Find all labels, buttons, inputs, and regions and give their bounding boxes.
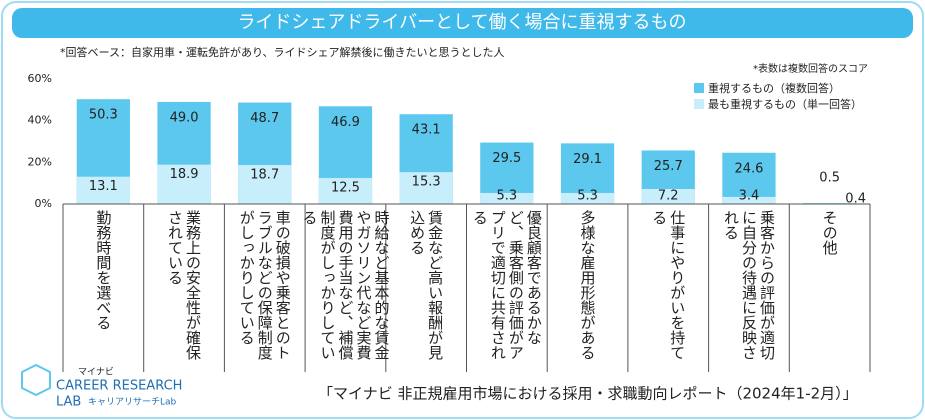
logo-line1: CAREER RESEARCH <box>56 379 182 394</box>
value-label: 0.4 <box>845 192 866 207</box>
x-tick-label: 勤務時間を選べる <box>94 210 113 330</box>
value-label: 15.3 <box>412 175 441 190</box>
y-tick-label: 40% <box>28 114 52 127</box>
bar <box>722 152 776 204</box>
logo-line2: LAB <box>56 395 81 410</box>
value-label: 25.7 <box>654 159 683 174</box>
bar <box>722 196 776 204</box>
value-label: 18.7 <box>250 168 279 183</box>
value-label: 13.1 <box>89 179 118 194</box>
category-cell: 賃金など高い報酬が見込める <box>386 210 467 370</box>
value-label: 50.3 <box>89 108 118 123</box>
legend-swatch <box>694 83 704 93</box>
y-tick-label: 60% <box>28 72 52 85</box>
legend-label: 最も重視するもの（単一回答） <box>708 97 862 111</box>
chart-title: ライドシェアドライバーとして働く場合に重視するもの <box>237 12 686 33</box>
value-label: 18.9 <box>170 167 199 182</box>
value-label: 29.1 <box>573 152 602 167</box>
x-tick-label: 乗客からの評価が適切に自分の待遇に反映される <box>721 210 776 360</box>
bar <box>560 192 615 204</box>
x-tick-label: 時給など基本的な賃金やガソリン代など実費費用の手当など、補償制度がしっかりしてい… <box>300 210 391 360</box>
category-cell: 勤務時間を選べる <box>63 210 144 370</box>
value-label: 24.6 <box>734 161 763 176</box>
logo: マイナビ CAREER RESEARCH LAB キャリアリサーチLab <box>21 363 182 410</box>
x-tick-label: 賃金など高い報酬が見込める <box>408 210 445 360</box>
legend-label: 重視するもの（複数回答） <box>708 81 840 95</box>
x-tick-label: 仕事にやりがいを持てる <box>650 210 687 360</box>
value-label: 43.1 <box>412 123 441 138</box>
subtitle: *回答ベース：自家用車・運転免許があり、ライドシェア解禁後に働きたいと思うとした… <box>60 45 505 59</box>
category-cell: 車の破損や乗客とのトラブルなどの保障制度がしっかりしている <box>224 210 305 370</box>
x-tick-label: 車の破損や乗客とのトラブルなどの保障制度がしっかりしている <box>237 210 292 360</box>
bar <box>480 192 534 204</box>
bar <box>238 165 292 204</box>
bar <box>157 164 211 204</box>
x-tick-label: 優良顧客であるかなど、乗客側の評価がアプリで適切に共有される <box>470 210 543 360</box>
source: 「マイナビ 非正規雇用市場における採用・求職動向レポート（2024年1-2月）」 <box>318 385 858 403</box>
logo-brand: マイナビ <box>78 367 114 378</box>
category-cell: その他 <box>789 210 870 370</box>
value-label: 29.5 <box>492 151 521 166</box>
x-tick-label: 多様な雇用形態がある <box>578 210 597 360</box>
bar <box>76 176 130 204</box>
note: *表数は複数回答のスコア <box>753 62 868 75</box>
value-label: 49.0 <box>170 110 199 125</box>
category-cell: 優良顧客であるかなど、乗客側の評価がアプリで適切に共有される <box>467 210 548 370</box>
category-cell: 乗客からの評価が適切に自分の待遇に反映される <box>709 210 790 370</box>
legend-swatch <box>694 99 704 109</box>
x-tick-label: その他 <box>820 210 839 255</box>
category-cell: 多様な雇用形態がある <box>547 210 628 370</box>
logo-icon <box>21 363 51 397</box>
x-tick-label: 業務上の安全性が確保されている <box>166 210 203 360</box>
value-label: 46.9 <box>331 115 360 130</box>
value-label: 0.5 <box>819 171 840 186</box>
value-label: 7.2 <box>658 189 679 204</box>
y-tick-label: 20% <box>28 155 52 168</box>
value-label: 12.5 <box>331 180 360 195</box>
value-label: 48.7 <box>250 111 279 126</box>
bar <box>641 189 695 204</box>
y-tick-label: 0% <box>35 197 52 210</box>
value-label: 3.4 <box>739 189 760 204</box>
value-label: 5.3 <box>577 189 598 204</box>
category-cell: 仕事にやりがいを持てる <box>628 210 709 370</box>
bar <box>318 177 373 204</box>
title-banner <box>12 8 913 38</box>
category-cell: 業務上の安全性が確保されている <box>144 210 225 370</box>
logo-line3: キャリアリサーチLab <box>88 397 177 408</box>
value-label: 5.3 <box>497 189 518 204</box>
bar <box>399 172 453 204</box>
category-cell: 時給など基本的な賃金やガソリン代など実費費用の手当など、補償制度がしっかりしてい… <box>300 210 390 370</box>
